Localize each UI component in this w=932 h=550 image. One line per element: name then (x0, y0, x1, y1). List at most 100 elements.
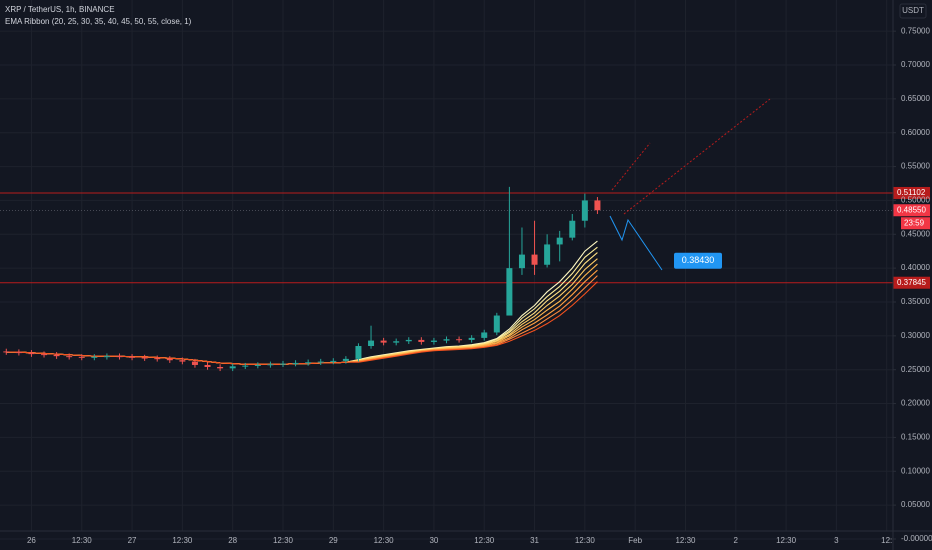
candle-body (342, 358, 349, 361)
x-tick-label: 12:30 (575, 536, 596, 545)
currency-label[interactable]: USDT (902, 6, 924, 15)
candle-body (217, 366, 224, 369)
x-tick-label: 28 (228, 536, 237, 545)
x-tick-label: 12: (881, 536, 892, 545)
candle-body (594, 200, 601, 211)
y-tick-label: 0.45000 (901, 229, 930, 238)
candle-body (518, 254, 525, 269)
last-price-box (893, 204, 930, 217)
x-tick-label: 29 (329, 536, 338, 545)
x-tick-label: 12:30 (273, 536, 294, 545)
candle-body (506, 268, 513, 316)
trend-line (623, 98, 771, 215)
candle-body (544, 244, 551, 265)
currency-box[interactable] (899, 3, 927, 19)
candle-body (116, 356, 123, 358)
candle-body (355, 346, 362, 359)
y-tick-label: 0.55000 (901, 162, 930, 171)
indicator-label: EMA Ribbon (20, 25, 30, 35, 40, 45, 50, … (5, 17, 192, 26)
grid (0, 0, 893, 540)
candle-body (179, 360, 186, 362)
candle-body (78, 356, 85, 358)
candle-body (330, 360, 337, 362)
candle-body (267, 364, 274, 366)
candle-body (3, 351, 10, 353)
level-box (893, 186, 930, 199)
x-tick-label: 3 (834, 536, 839, 545)
candle-body (91, 356, 98, 358)
y-tick-label: 0.10000 (901, 466, 930, 475)
ema-ribbon (6, 240, 598, 365)
target-label: 0.38430 (682, 255, 715, 265)
y-tick-label: 0.35000 (901, 297, 930, 306)
x-tick-label: 12:30 (172, 536, 193, 545)
candles (3, 186, 601, 372)
x-tick-label: 27 (128, 536, 137, 545)
x-tick-label: 12:30 (72, 536, 93, 545)
level-label: 0.37845 (897, 278, 926, 287)
candle-body (254, 364, 261, 366)
y-tick-label: 0.05000 (901, 500, 930, 509)
candle-body (581, 200, 588, 221)
y-tick-label: 0.25000 (901, 365, 930, 374)
candle-body (53, 354, 60, 357)
candle-body (317, 361, 324, 363)
candle-body (468, 337, 475, 340)
x-tick-label: 12:30 (374, 536, 395, 545)
y-tick-label: -0.00000 (901, 534, 932, 543)
x-tick-label: 30 (429, 536, 438, 545)
candle-body (66, 356, 73, 358)
projection-path (609, 215, 663, 271)
ema-line (6, 281, 598, 365)
candle-body (481, 332, 488, 338)
candle-body (493, 315, 500, 333)
x-tick-label: 26 (27, 536, 36, 545)
y-tick-label: 0.70000 (901, 60, 930, 69)
candle-body (531, 254, 538, 265)
chart-title: XRP / TetherUS, 1h, BINANCE (5, 5, 115, 14)
candle-body (443, 339, 450, 341)
candle-body (103, 356, 110, 358)
candle-body (242, 365, 249, 367)
axes: -0.00000 0.05000 0.10000 0.15000 0.20000 0.25… (27, 26, 932, 545)
x-tick-label: Feb (628, 536, 642, 545)
candle-body (569, 220, 576, 238)
y-tick-label: 0.50000 (901, 196, 930, 205)
level-box (893, 276, 930, 289)
x-tick-label: 31 (530, 536, 539, 545)
y-tick-label: 0.40000 (901, 263, 930, 272)
y-tick-label: 0.75000 (901, 26, 930, 35)
overlay: 0.51102 0.37845 0.48550 23:59 0.38430 (674, 186, 930, 289)
candle-body (456, 339, 463, 341)
y-tick-label: 0.15000 (901, 433, 930, 442)
level-label: 0.51102 (897, 188, 926, 197)
candle-body (229, 366, 236, 369)
y-tick-label: 0.65000 (901, 94, 930, 103)
candle-body (41, 354, 48, 356)
x-tick-label: 12:30 (474, 536, 495, 545)
candle-body (191, 361, 198, 365)
y-tick-label: 0.30000 (901, 331, 930, 340)
y-tick-label: 0.20000 (901, 399, 930, 408)
candle-body (418, 339, 425, 342)
countdown-box (901, 217, 930, 230)
candle-body (129, 356, 136, 358)
candle-body (292, 362, 299, 364)
candle-body (141, 357, 148, 359)
candle-body (305, 362, 312, 364)
candle-body (28, 352, 35, 355)
levels (0, 192, 893, 284)
candle-body (556, 237, 563, 245)
target-box (674, 252, 722, 269)
candle-body (204, 364, 211, 367)
last-price-label: 0.48550 (897, 205, 926, 214)
candle-body (166, 358, 173, 361)
x-tick-label: 12:30 (675, 536, 696, 545)
candle-body (393, 341, 400, 343)
candle-body (279, 363, 286, 365)
countdown-label: 23:59 (904, 218, 925, 227)
x-tick-label: 2 (734, 536, 739, 545)
